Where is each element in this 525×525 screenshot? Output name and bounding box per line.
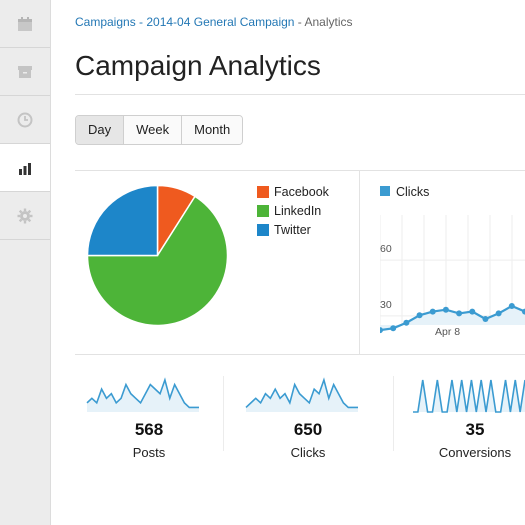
stat-value: 35 (465, 420, 485, 439)
clicks-point (508, 303, 515, 309)
sidebar-item-history[interactable] (0, 96, 50, 144)
legend-swatch (257, 223, 269, 236)
pie-legend: Facebook LinkedIn Twitter (257, 182, 329, 239)
legend-swatch (257, 185, 269, 198)
clicks-point (429, 308, 436, 315)
posts-sparkline (86, 377, 199, 412)
network-pie-chart (85, 183, 230, 328)
main-content: Campaigns - 2014-04 General Campaign - A… (50, 0, 525, 525)
sidebar (0, 0, 51, 525)
calendar-icon (18, 16, 32, 31)
stat-label: Posts (132, 445, 166, 460)
breadcrumb: Campaigns - 2014-04 General Campaign - A… (75, 15, 353, 29)
legend-label: Facebook (274, 184, 329, 199)
sidebar-item-analytics[interactable] (0, 144, 50, 192)
conversions-sparkline (413, 379, 525, 413)
bar-chart-icon (19, 162, 31, 175)
legend-item-linkedin: LinkedIn (257, 201, 329, 220)
legend-item-twitter: Twitter (257, 220, 329, 239)
gear-icon (17, 208, 33, 223)
clock-icon (17, 112, 33, 127)
clicks-point (456, 310, 463, 317)
clicks-point (442, 306, 449, 313)
clicks-point (482, 316, 489, 322)
section-divider (75, 170, 525, 171)
clicks-line-chart: Clicks 60 30 Apr 8 (377, 175, 525, 345)
clicks-point (403, 319, 410, 326)
stats-divider (75, 354, 525, 355)
legend-item-facebook: Facebook (257, 182, 329, 201)
slice-linkedin (86, 195, 229, 327)
stat-conversions: 35 Conversions (401, 354, 525, 474)
breadcrumb-campaign-link[interactable]: Campaigns - 2014-04 General Campaign (75, 15, 295, 29)
range-day-button[interactable]: Day (76, 116, 125, 144)
slice-twitter (86, 184, 159, 257)
chart-divider (359, 170, 360, 355)
stat-value: 568 (134, 420, 164, 439)
range-month-button[interactable]: Month (182, 116, 243, 144)
legend-swatch (380, 186, 390, 196)
sparkline-line (86, 377, 199, 409)
range-week-button[interactable]: Week (124, 116, 183, 144)
legend-swatch (257, 204, 269, 217)
y-tick-label: 60 (380, 243, 392, 255)
stat-clicks: 650 Clicks (234, 354, 382, 474)
clicks-point (390, 325, 397, 332)
legend-label: Twitter (274, 222, 311, 237)
x-tick-label: Apr 8 (435, 326, 460, 338)
page-title: Campaign Analytics (75, 50, 321, 81)
legend-label: Clicks (396, 185, 429, 199)
legend-label: LinkedIn (274, 203, 322, 218)
y-tick-label: 30 (380, 299, 392, 311)
stat-label: Clicks (290, 445, 326, 460)
sparkline-line (413, 379, 525, 413)
clicks-point (469, 308, 476, 315)
sidebar-item-archive[interactable] (0, 48, 50, 96)
title-divider (75, 94, 525, 95)
range-toggle: Day Week Month (75, 115, 244, 145)
sparkline-line (245, 377, 358, 409)
sidebar-item-calendar[interactable] (0, 0, 50, 48)
stat-divider (223, 376, 224, 451)
stat-label: Conversions (438, 445, 512, 460)
stat-value: 650 (293, 420, 323, 439)
sidebar-item-settings[interactable] (0, 192, 50, 240)
clicks-point (522, 308, 525, 315)
archive-icon (18, 65, 32, 78)
breadcrumb-current: - Analytics (294, 15, 353, 29)
stat-divider (393, 376, 394, 451)
clicks-sparkline (245, 377, 358, 412)
stat-posts: 568 Posts (75, 354, 223, 474)
clicks-area (380, 306, 525, 331)
clicks-point (416, 312, 423, 319)
sparkline-area (87, 380, 199, 412)
clicks-point (495, 310, 502, 317)
stats-row: 568 Posts 650 Clicks 35 Conversions (75, 354, 525, 474)
